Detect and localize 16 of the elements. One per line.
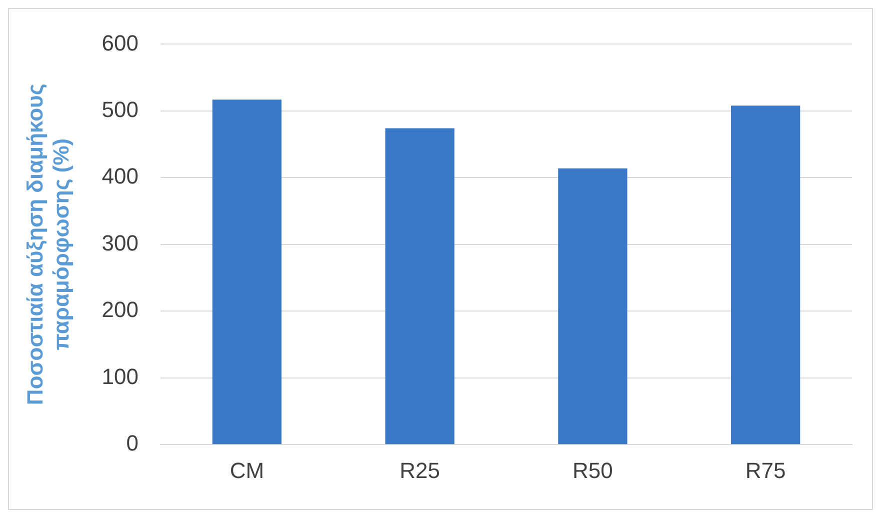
x-tick-label: R50: [572, 458, 613, 483]
bar: [212, 100, 282, 444]
bar: [730, 106, 800, 444]
y-tick-label: 200: [102, 297, 139, 322]
y-tick-label: 100: [102, 364, 139, 389]
bar: [385, 128, 454, 444]
bar: [558, 168, 628, 444]
x-tick-label: CM: [230, 458, 264, 483]
y-tick-label: 500: [102, 96, 139, 122]
y-tick-label: 600: [102, 30, 139, 56]
y-tick-label: 0: [126, 430, 139, 456]
x-tick-label: R75: [745, 458, 786, 483]
x-tick-label: R25: [400, 458, 440, 483]
y-tick-label: 300: [102, 230, 139, 256]
y-axis-title: Ποσοστιαία αύξηση διαμήκους παραμόρφωσης (%): [22, 84, 74, 406]
y-tick-label: 400: [102, 164, 139, 189]
